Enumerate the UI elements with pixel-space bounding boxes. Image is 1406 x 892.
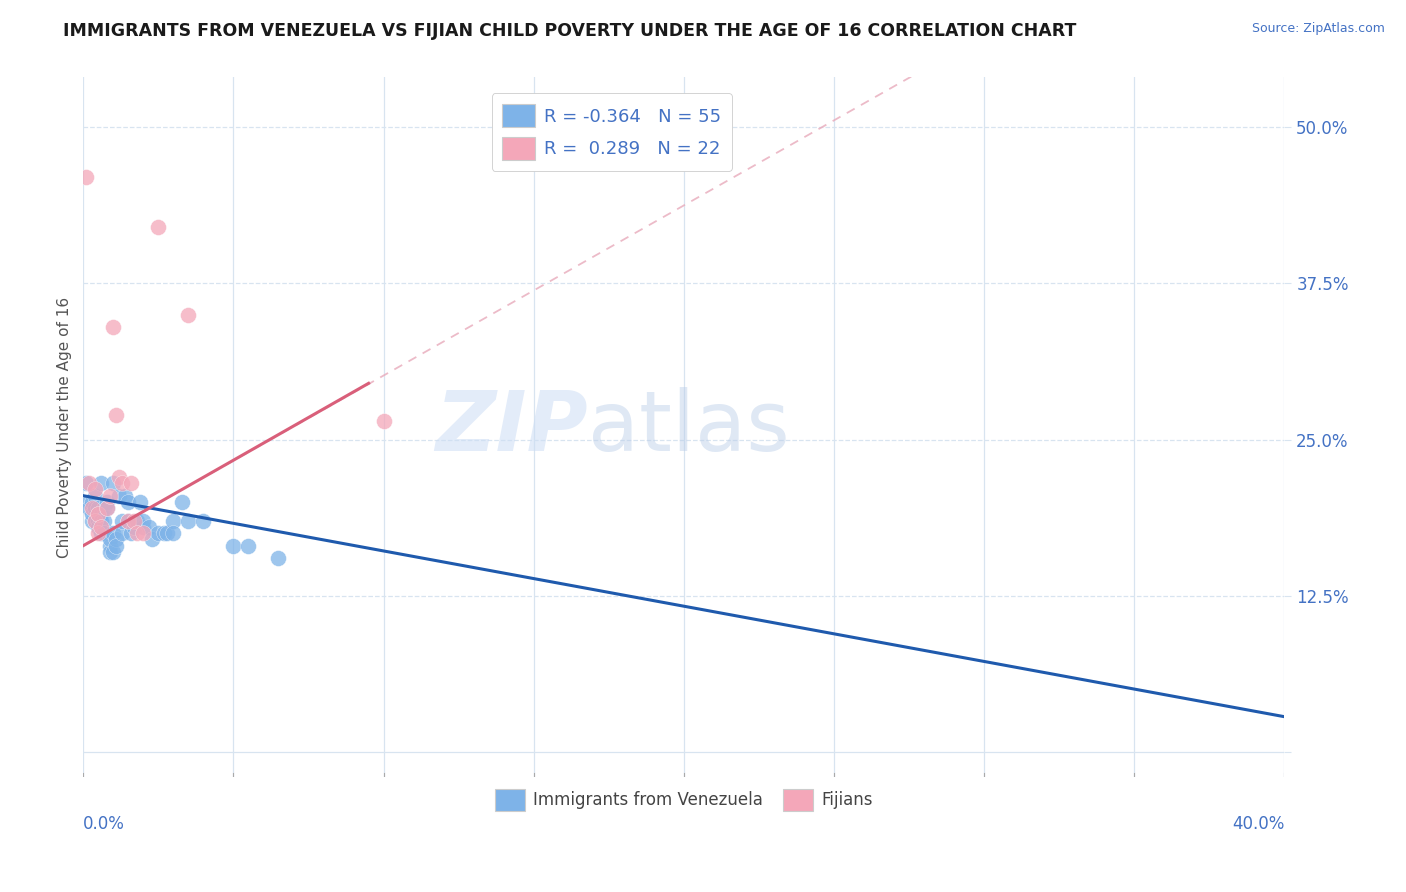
Point xyxy=(177,308,200,322)
Point xyxy=(141,533,163,547)
Point xyxy=(96,495,118,509)
Point xyxy=(117,514,139,528)
Point xyxy=(79,495,101,509)
Point xyxy=(373,414,395,428)
Point xyxy=(93,514,115,528)
Point xyxy=(98,539,121,553)
Point xyxy=(90,526,112,541)
Point xyxy=(177,514,200,528)
Point xyxy=(127,526,149,541)
Point xyxy=(82,501,104,516)
Point xyxy=(127,514,149,528)
Point xyxy=(120,476,142,491)
Text: 40.0%: 40.0% xyxy=(1232,815,1285,833)
Point xyxy=(124,514,146,528)
Point xyxy=(111,526,134,541)
Point xyxy=(98,533,121,547)
Point xyxy=(148,220,170,235)
Point xyxy=(103,545,125,559)
Point xyxy=(87,514,110,528)
Point xyxy=(84,514,107,528)
Text: atlas: atlas xyxy=(588,386,790,467)
Point xyxy=(132,514,155,528)
Point xyxy=(138,520,160,534)
Point xyxy=(96,501,118,516)
Point xyxy=(132,526,155,541)
Point xyxy=(90,476,112,491)
Point xyxy=(84,501,107,516)
Point xyxy=(124,520,146,534)
Point xyxy=(84,483,107,497)
Legend: Immigrants from Venezuela, Fijians: Immigrants from Venezuela, Fijians xyxy=(488,782,880,817)
Point xyxy=(117,514,139,528)
Point xyxy=(96,501,118,516)
Text: 0.0%: 0.0% xyxy=(83,815,125,833)
Point xyxy=(90,508,112,522)
Text: IMMIGRANTS FROM VENEZUELA VS FIJIAN CHILD POVERTY UNDER THE AGE OF 16 CORRELATIO: IMMIGRANTS FROM VENEZUELA VS FIJIAN CHIL… xyxy=(63,22,1077,40)
Point xyxy=(87,501,110,516)
Point xyxy=(105,533,128,547)
Point xyxy=(193,514,215,528)
Y-axis label: Child Poverty Under the Age of 16: Child Poverty Under the Age of 16 xyxy=(58,296,72,558)
Point xyxy=(103,320,125,334)
Point xyxy=(132,520,155,534)
Point xyxy=(82,495,104,509)
Point xyxy=(93,526,115,541)
Point xyxy=(105,408,128,422)
Point xyxy=(79,501,101,516)
Point xyxy=(105,539,128,553)
Point xyxy=(90,520,112,534)
Point xyxy=(172,495,194,509)
Point xyxy=(111,476,134,491)
Point xyxy=(111,514,134,528)
Point xyxy=(82,508,104,522)
Point xyxy=(79,476,101,491)
Point xyxy=(222,539,245,553)
Point xyxy=(267,551,290,566)
Point xyxy=(87,520,110,534)
Point xyxy=(87,526,110,541)
Point xyxy=(162,514,184,528)
Point xyxy=(98,489,121,503)
Point xyxy=(87,508,110,522)
Point xyxy=(84,489,107,503)
Point xyxy=(108,470,131,484)
Point xyxy=(75,476,97,491)
Point xyxy=(84,514,107,528)
Point xyxy=(90,514,112,528)
Text: Source: ZipAtlas.com: Source: ZipAtlas.com xyxy=(1251,22,1385,36)
Point xyxy=(117,495,139,509)
Point xyxy=(82,514,104,528)
Point xyxy=(103,476,125,491)
Point xyxy=(129,495,152,509)
Point xyxy=(120,526,142,541)
Point xyxy=(75,170,97,185)
Point xyxy=(98,545,121,559)
Point xyxy=(148,526,170,541)
Point xyxy=(114,489,136,503)
Point xyxy=(162,526,184,541)
Point xyxy=(238,539,260,553)
Point xyxy=(87,508,110,522)
Text: ZIP: ZIP xyxy=(434,386,588,467)
Point xyxy=(108,489,131,503)
Point xyxy=(93,501,115,516)
Point xyxy=(156,526,179,541)
Point xyxy=(153,526,176,541)
Point xyxy=(103,526,125,541)
